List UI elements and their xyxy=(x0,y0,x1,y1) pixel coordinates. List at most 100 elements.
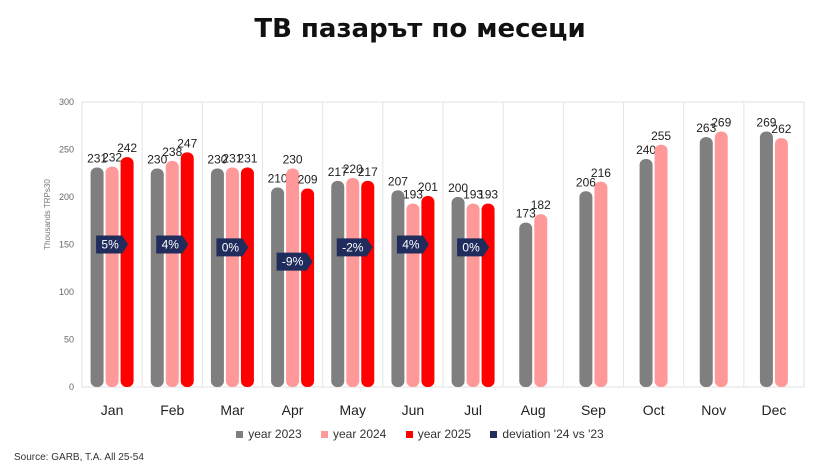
bar-year-2025-Jul xyxy=(481,203,495,387)
deviation-marker-Jan xyxy=(96,235,129,254)
y-tick-label: 150 xyxy=(59,240,74,250)
y-tick-label: 300 xyxy=(59,97,74,107)
deviation-label: 5% xyxy=(101,238,119,252)
data-label: 231 xyxy=(222,152,242,166)
data-label: 173 xyxy=(516,207,536,221)
bar-year-2025-Jan xyxy=(120,157,134,387)
data-label: 269 xyxy=(711,115,731,129)
bar-year-2023-Nov xyxy=(699,137,713,387)
data-label: 217 xyxy=(358,165,378,179)
deviation-label: 4% xyxy=(162,238,180,252)
bar-year-2024-Nov xyxy=(714,131,728,387)
x-tick-label: Aug xyxy=(521,402,546,418)
bar-year-2024-Aug xyxy=(534,214,548,387)
data-label: 240 xyxy=(636,143,656,157)
deviation-marker-May xyxy=(336,238,373,257)
data-label: 206 xyxy=(576,175,596,189)
data-label: 232 xyxy=(102,151,122,165)
deviation-marker-Jul xyxy=(457,238,490,257)
data-label: 200 xyxy=(448,181,468,195)
x-tick-label: Jan xyxy=(101,402,124,418)
data-label: 230 xyxy=(283,153,303,167)
bar-year-2023-Jun xyxy=(391,190,405,387)
x-tick-label: May xyxy=(340,402,366,418)
bar-year-2024-Feb xyxy=(165,160,179,387)
y-tick-label: 50 xyxy=(64,335,74,345)
bar-year-2023-Mar xyxy=(210,168,224,387)
data-label: 182 xyxy=(531,198,551,212)
bar-year-2025-Apr xyxy=(301,188,315,387)
legend-swatch-2023 xyxy=(236,431,244,438)
bar-year-2024-May xyxy=(346,178,360,387)
deviation-marker-Mar xyxy=(216,238,249,257)
bar-year-2024-Dec xyxy=(774,138,788,387)
bar-year-2025-May xyxy=(361,180,375,387)
bar-year-2024-Mar xyxy=(225,167,239,387)
deviation-label: -9% xyxy=(282,255,304,269)
bar-year-2025-Mar xyxy=(240,167,254,387)
data-label: 238 xyxy=(162,145,182,159)
data-label: 216 xyxy=(591,166,611,180)
x-tick-label: Apr xyxy=(282,402,304,418)
deviation-marker-Jun xyxy=(396,235,429,254)
data-label: 207 xyxy=(388,174,408,188)
bar-year-2023-May xyxy=(331,180,345,387)
data-label: 242 xyxy=(117,141,137,155)
bar-year-2023-Dec xyxy=(759,131,773,387)
x-tick-label: Mar xyxy=(220,402,244,418)
y-tick-label: 100 xyxy=(59,287,74,297)
legend-label-2023: year 2023 xyxy=(248,427,302,441)
data-label: 220 xyxy=(343,162,363,176)
data-label: 231 xyxy=(237,152,257,166)
y-tick-label: 0 xyxy=(69,382,74,392)
source-note: Source: GARB, T.A. All 25-54 xyxy=(14,452,144,463)
legend-swatch-deviation xyxy=(490,431,498,438)
deviation-label: -2% xyxy=(342,240,364,254)
data-label: 231 xyxy=(87,152,107,166)
deviation-marker-Feb xyxy=(156,235,189,254)
bar-year-2023-Jan xyxy=(90,167,104,387)
legend-item-2023: year 2023 xyxy=(236,427,302,441)
data-label: 201 xyxy=(418,180,438,194)
y-tick-label: 250 xyxy=(59,145,74,155)
bar-year-2024-Oct xyxy=(654,144,668,387)
deviation-label: 4% xyxy=(402,238,420,252)
chart-title: ТВ пазарът по месеци xyxy=(254,14,586,44)
y-axis-label: Thousands TRPs30 xyxy=(43,179,52,250)
x-tick-label: Oct xyxy=(643,402,665,418)
legend-swatch-2024 xyxy=(320,431,328,438)
data-label: 247 xyxy=(177,136,197,150)
bar-year-2025-Feb xyxy=(180,152,194,387)
bar-year-2023-Feb xyxy=(150,168,164,387)
bar-year-2023-Jul xyxy=(451,197,465,387)
legend-label-deviation: deviation '24 vs '23 xyxy=(502,427,604,441)
x-tick-label: Feb xyxy=(160,402,184,418)
bar-year-2023-Sep xyxy=(579,191,593,387)
data-label: 193 xyxy=(478,188,498,202)
x-tick-label: Sep xyxy=(581,402,606,418)
bar-year-2024-Jan xyxy=(105,166,119,387)
data-label: 210 xyxy=(268,172,288,186)
data-label: 269 xyxy=(756,115,776,129)
data-label: 262 xyxy=(771,122,791,136)
bar-year-2024-Jun xyxy=(406,203,420,387)
data-label: 217 xyxy=(328,165,348,179)
legend-item-2024: year 2024 xyxy=(320,427,387,441)
y-tick-label: 200 xyxy=(59,192,74,202)
data-label: 193 xyxy=(403,188,423,202)
data-label: 193 xyxy=(463,188,483,202)
x-tick-label: Dec xyxy=(761,402,786,418)
legend-item-2025: year 2025 xyxy=(405,427,471,441)
data-label: 263 xyxy=(696,121,716,135)
legend-label-2024: year 2024 xyxy=(332,427,387,441)
bar-year-2024-Jul xyxy=(466,203,480,387)
legend-swatch-2025 xyxy=(405,431,413,438)
bar-year-2024-Sep xyxy=(594,181,608,387)
x-tick-label: Nov xyxy=(701,402,726,418)
bar-year-2024-Apr xyxy=(286,168,300,387)
data-label: 230 xyxy=(207,153,227,167)
x-tick-label: Jul xyxy=(464,402,482,418)
deviation-label: 0% xyxy=(222,240,240,254)
data-label: 230 xyxy=(147,153,167,167)
